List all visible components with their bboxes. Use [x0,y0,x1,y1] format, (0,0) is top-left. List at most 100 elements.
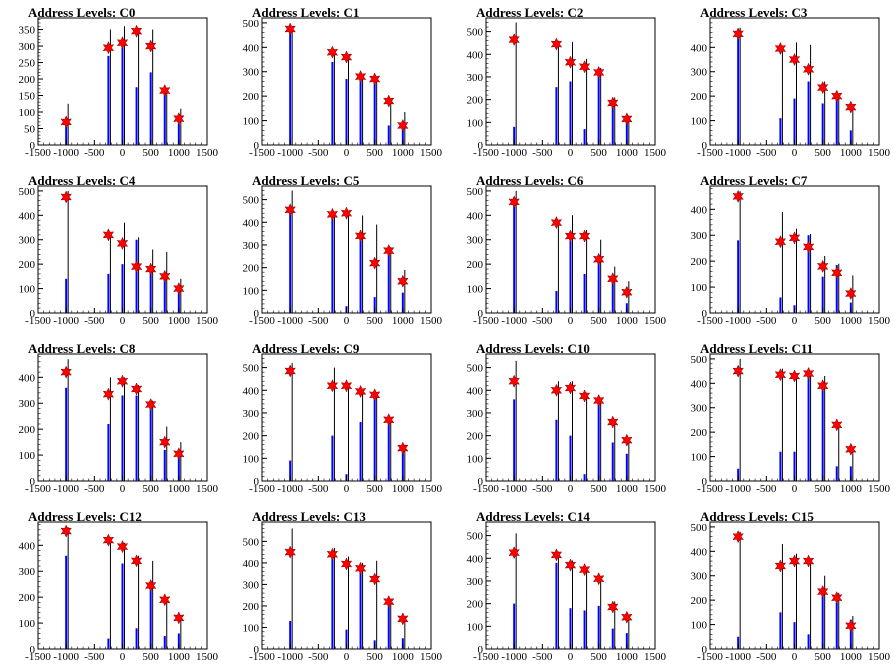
x-tick-label: 1500 [196,315,219,327]
peak-marker [354,229,367,243]
y-tick-label: 300 [19,235,36,247]
peak-marker [397,441,409,455]
y-tick-label: 300 [467,235,484,247]
x-tick-label: 0 [792,147,798,159]
x-tick-label: -1500 [25,147,51,159]
x-tick-label: 1000 [616,483,639,495]
x-tick-label: 0 [792,483,798,495]
peak-marker [326,207,339,221]
y-tick-label: 500 [467,531,484,543]
peak-marker [116,374,129,388]
plot-area: 0 100 200 300 400 500 -1500 -1000 -500 0 500 1000 15… [467,353,667,495]
y-tick-label: 500 [243,195,260,207]
chart-title: Address Levels: C13 [252,509,366,524]
peak-marker [284,364,296,378]
y-tick-label: 300 [691,67,708,79]
x-tick-label: 1000 [168,651,191,663]
peak-marker [60,524,72,538]
peak-marker [802,554,815,568]
x-tick-label: -1000 [501,315,527,327]
peak-marker [578,563,591,577]
y-tick-label: 300 [243,67,260,79]
chart-panel: 0 100 200 300 400 500 -1500 -1000 -500 0 500 1000 15… [672,504,896,672]
peak-marker [732,364,744,378]
y-tick-label: 100 [243,453,260,465]
x-tick-label: -1000 [501,651,527,663]
plot-area: 0 100 200 300 400 500 -1500 -1000 -500 0 500 1000 15… [243,185,443,327]
peak-marker [60,365,72,379]
y-tick-label: 400 [467,210,484,222]
chart-panel: 0 100 200 300 400 500 -1500 -1000 -500 0 500 1000 15… [224,504,448,672]
y-tick-label: 400 [467,553,484,565]
plot-area: 0 100 200 300 400 500 -1500 -1000 -500 0 500 1000 15… [691,353,891,495]
peak-marker [550,37,563,51]
x-tick-label: 1000 [392,147,415,159]
peak-marker [607,600,619,614]
y-tick-label: 300 [467,408,484,420]
x-tick-label: 1500 [420,483,443,495]
peak-marker [144,262,157,276]
peak-marker [159,435,171,449]
x-tick-label: 500 [366,315,383,327]
x-tick-label: -500 [84,147,105,159]
peak-marker [508,374,520,388]
y-tick-label: 500 [243,18,260,30]
x-tick-label: -500 [84,315,105,327]
x-tick-label: 1500 [420,651,443,663]
y-tick-label: 400 [243,558,260,570]
peak-marker [130,24,143,38]
y-tick-label: 300 [19,566,36,578]
x-tick-label: 1500 [196,483,219,495]
plot-area: 0 100 200 300 400 -1500 -1000 -500 0 500 1000 1500 [691,17,891,159]
peak-marker [173,447,185,461]
x-tick-label: 1000 [616,651,639,663]
x-tick-label: -1000 [53,483,79,495]
peak-marker [116,236,129,251]
x-tick-label: 1000 [168,147,191,159]
peak-marker [397,118,409,133]
peak-marker [550,216,563,230]
x-tick-label: -500 [308,651,329,663]
chart-panel: 0 50 100 150 200 250 300 350 -1500 -1000 -500 0 500 1… [0,0,224,168]
x-tick-label: -1500 [697,651,723,663]
y-tick-label: 500 [243,536,260,548]
y-tick-label: 300 [243,579,260,591]
peak-marker [354,561,367,575]
y-tick-label: 200 [691,256,708,268]
x-tick-label: -500 [756,651,777,663]
chart-panel: 0 100 200 300 400 -1500 -1000 -500 0 500 1000 1500 A… [672,0,896,168]
peak-marker [816,584,829,599]
y-tick-label: 100 [691,282,708,294]
peak-marker [831,418,843,432]
peak-marker [564,381,577,395]
y-tick-label: 0 [478,476,484,488]
y-tick-label: 300 [19,398,36,410]
x-tick-label: 1500 [644,651,667,663]
y-tick-label: 100 [691,620,708,632]
peak-marker [788,369,801,383]
peak-marker [60,190,72,204]
peak-marker [788,52,801,67]
peak-marker [368,388,381,402]
x-tick-label: 0 [344,483,350,495]
peak-marker [326,45,339,59]
chart-title: Address Levels: C7 [700,173,808,188]
x-tick-label: 500 [142,147,159,159]
y-tick-label: 500 [243,363,260,375]
x-tick-label: -500 [756,315,777,327]
chart-panel: 0 100 200 300 400 500 -1500 -1000 -500 0 500 1000 15… [448,168,672,336]
x-tick-label: -1000 [725,315,751,327]
y-tick-label: 200 [243,431,260,443]
x-tick-label: 500 [142,651,159,663]
y-tick-label: 300 [691,230,708,242]
chart-title: Address Levels: C2 [476,5,584,20]
x-tick-label: -1500 [249,651,275,663]
x-tick-label: 0 [792,315,798,327]
y-tick-label: 100 [691,116,708,128]
peak-marker [130,259,143,274]
x-tick-label: 500 [366,147,383,159]
x-tick-label: 1500 [868,651,891,663]
x-tick-label: -1500 [249,147,275,159]
peak-marker [173,281,185,296]
peak-marker [592,252,605,266]
